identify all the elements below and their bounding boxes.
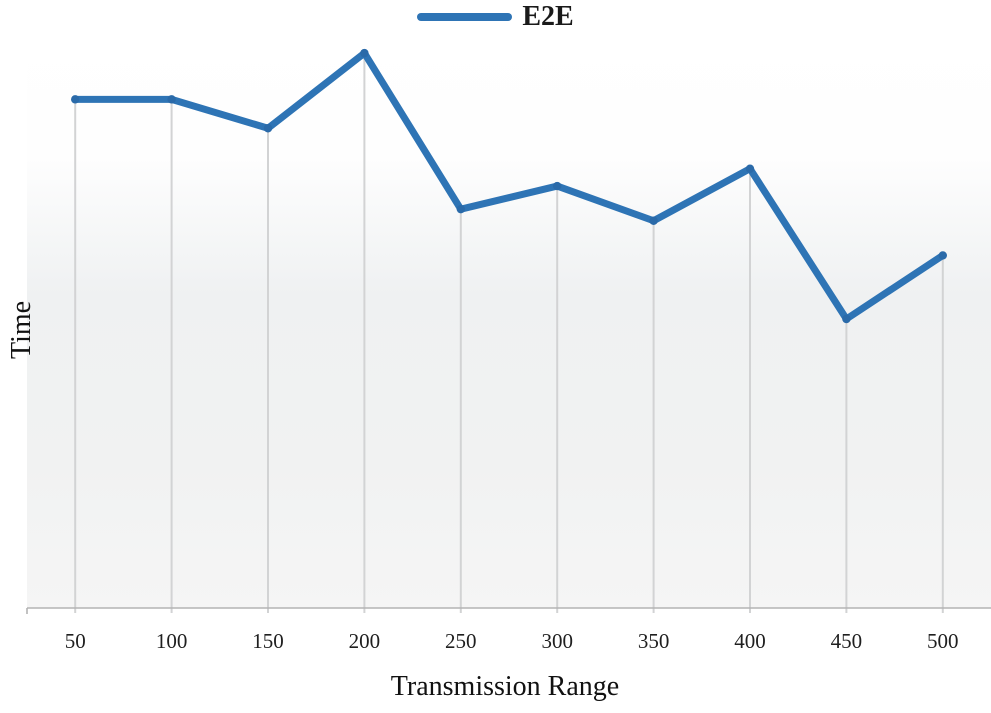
data-point-marker bbox=[938, 251, 947, 260]
chart-legend: E2E bbox=[0, 2, 991, 32]
x-tick-label: 250 bbox=[445, 629, 477, 653]
legend-line-swatch bbox=[417, 13, 513, 21]
x-tick-label: 500 bbox=[927, 629, 959, 653]
data-point-marker bbox=[71, 95, 80, 104]
x-tick-label: 200 bbox=[349, 629, 381, 653]
x-tick-label: 450 bbox=[831, 629, 863, 653]
y-axis-title: Time bbox=[6, 300, 37, 360]
data-point-marker bbox=[456, 204, 465, 214]
x-tick-label: 400 bbox=[734, 629, 766, 653]
plot-area-background bbox=[27, 28, 991, 608]
x-tick-label: 150 bbox=[252, 629, 284, 653]
data-point-marker bbox=[360, 48, 369, 58]
data-point-marker bbox=[553, 181, 562, 191]
x-tick-label: 350 bbox=[638, 629, 670, 653]
x-tick-label: 300 bbox=[541, 629, 573, 653]
data-point-marker bbox=[263, 124, 273, 133]
data-point-marker bbox=[745, 164, 755, 173]
data-point-marker bbox=[167, 95, 176, 104]
x-tick-label: 100 bbox=[156, 629, 188, 653]
data-point-marker bbox=[649, 216, 658, 225]
x-axis-title: Transmission Range bbox=[390, 671, 620, 702]
series-line-e2e bbox=[71, 49, 947, 323]
legend-series-label: E2E bbox=[522, 1, 574, 32]
data-point-marker bbox=[842, 314, 851, 324]
x-tick-label: 50 bbox=[65, 629, 86, 653]
